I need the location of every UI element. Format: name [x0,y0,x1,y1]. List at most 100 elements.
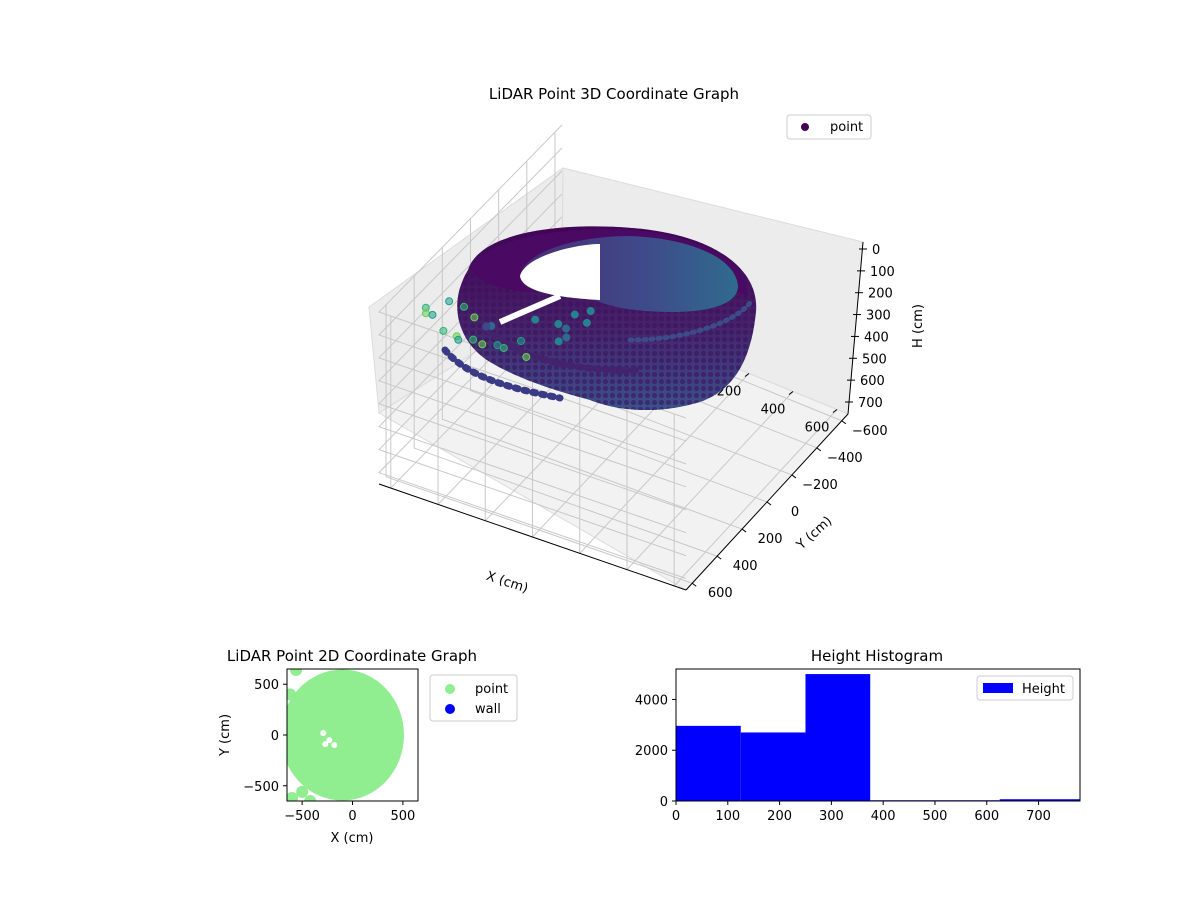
y-tick-label-3d: −400 [827,451,863,466]
grid-line-z-1 [378,147,687,442]
x-axis-line [378,483,687,591]
histogram-frame [675,668,1081,802]
outlier-point [586,306,595,315]
z-axis-label-3d: H (cm) [911,304,926,348]
point-2d [290,669,303,677]
outlier-point [460,302,469,311]
legend-3d-marker [801,123,809,131]
hist-x-tick-label: 500 [923,809,948,824]
legend-2d-point-marker [445,684,455,694]
z-tick-label-3d: 0 [872,243,880,258]
x-tick-mark-3d [788,391,794,395]
grid-line-y-6 [385,304,693,584]
outlier-point [493,341,502,350]
point-2d-gap [320,729,327,736]
z-tick-label-3d: 300 [866,309,891,324]
hist-x-tick-label: 600 [974,809,999,824]
histogram-title: Height Histogram [811,647,943,665]
point-2d [287,791,299,801]
histogram-bar [740,732,806,801]
x-tick-label-2d: 0 [348,809,356,824]
z-ticks-3d: 0 100 200 300 400 500 600 700 [845,243,895,411]
outlier-point [554,320,563,329]
outlier-point [478,340,487,349]
z-tick-label-3d: 700 [858,396,883,411]
y-tick-mark-3d [716,555,722,560]
histogram-bar [805,674,871,801]
point-2d [304,795,317,801]
legend-2d: point wall [429,674,518,722]
x-tick-label-3d: 600 [805,421,830,436]
y-tick-label-3d: 400 [733,559,758,574]
y-tick-mark-3d [766,501,772,506]
y-tick-mark-3d [741,528,747,533]
outlier-point [454,335,463,344]
outlier-point [562,333,571,342]
grid-line-y-4 [441,247,743,530]
point-2d-gap [326,737,333,744]
outlier-point [554,337,563,346]
hist-y-tick-label: 2000 [635,744,668,759]
y-tick-mark-3d [816,447,822,452]
histogram-bar [676,725,741,801]
outlier-point [428,310,437,319]
histogram: Height Histogram 0 100 200 300 400 500 600 7000… [635,647,1081,824]
y-tick-mark-3d [791,474,797,479]
legend-3d: point [786,114,872,140]
legend-hist-label: Height [1022,682,1065,697]
plot-3d: LiDAR Point 3D Coordinate Graph −600 −400… [368,85,926,601]
hist-x-tick-label: 400 [871,809,896,824]
legend-3d-box [786,114,872,140]
y-axis-label-3d: Y (cm) [793,514,835,554]
ring-lower-arc-3 [627,297,755,343]
z-tick-label-3d: 400 [864,330,889,345]
ticks-2d: −500 0 500 −500 0 500 [243,678,415,824]
outlier-point [482,322,491,331]
hist-y-tick-label: 0 [660,795,668,810]
y-tick-label-3d: 200 [758,532,783,547]
point-2d-cloud [287,669,404,801]
z-tick-label-3d: 200 [868,287,893,302]
x-tick-label-2d: 500 [390,809,415,824]
point-2d [287,688,297,701]
y-tick-label-3d: −200 [802,478,838,493]
ring-slit [498,293,562,325]
z-tick-label-3d: 600 [860,374,885,389]
hist-x-tick-label: 100 [715,809,740,824]
outlier-point [531,315,540,324]
plot-3d-title: LiDAR Point 3D Coordinate Graph [489,85,739,103]
legend-hist-box [976,675,1074,701]
hist-x-tick-label: 300 [819,809,844,824]
x-axis-label-3d: X (cm) [484,569,530,597]
outlier-point [499,344,508,353]
plot-2d-area [287,669,404,801]
outlier-point [469,335,478,344]
point-cloud-ring [441,226,757,411]
ring-inner-gap [520,244,600,300]
hist-x-tick-label: 0 [672,809,680,824]
y-tick-label-2d: 500 [254,678,279,693]
histogram-ticks: 0 100 200 300 400 500 600 700 0 2000 4000 [635,693,1051,824]
point-2d-disc [287,669,404,801]
z-tick-label-3d: 100 [870,265,895,280]
y-tick-label-3d: −600 [852,424,888,439]
outlier-point [445,297,454,306]
legend-3d-label: point [830,120,863,135]
z-tick-label-3d: 500 [862,352,887,367]
legend-2d-wall-marker [445,704,455,714]
ring-lower-arc-1 [441,346,564,402]
x-tick-mark-3d [832,409,838,413]
outlier-point [421,309,430,318]
histogram-bar [999,799,1080,801]
hist-x-tick-label: 200 [767,809,792,824]
point-2d-gap [322,741,329,748]
plot-2d: LiDAR Point 2D Coordinate Graph −500 0 500… [218,647,518,846]
hist-y-tick-label: 4000 [635,693,668,708]
y-tick-mark-3d [691,582,697,587]
grid-line-y-5 [413,276,718,557]
legend-hist: Height [976,675,1074,701]
legend-2d-point-label: point [475,682,508,697]
